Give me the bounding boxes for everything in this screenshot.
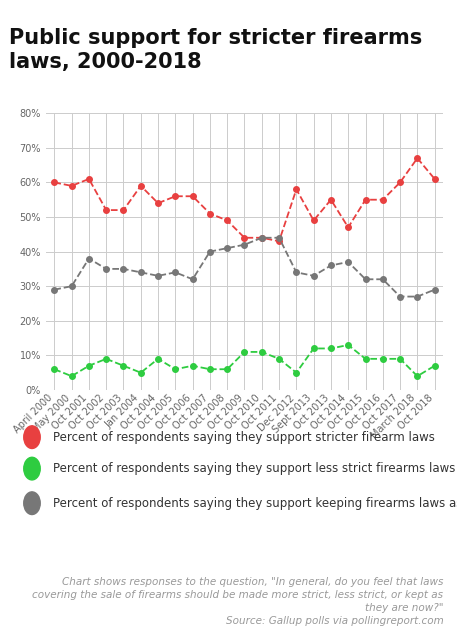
- Text: Percent of respondents saying they support less strict firearms laws: Percent of respondents saying they suppo…: [53, 462, 455, 475]
- Text: Chart shows responses to the question, "In general, do you feel that laws
coveri: Chart shows responses to the question, "…: [32, 577, 443, 626]
- Text: Public support for stricter firearms
laws, 2000-2018: Public support for stricter firearms law…: [9, 28, 422, 72]
- Text: Percent of respondents saying they support stricter firearm laws: Percent of respondents saying they suppo…: [53, 431, 435, 443]
- Text: Percent of respondents saying they support keeping firearms laws as they are now: Percent of respondents saying they suppo…: [53, 497, 457, 509]
